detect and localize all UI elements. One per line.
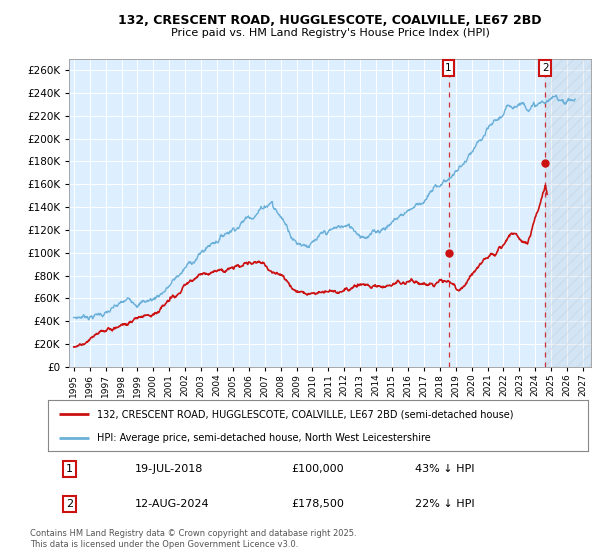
Bar [545, 59, 591, 367]
Text: £100,000: £100,000 [291, 464, 344, 474]
Text: £178,500: £178,500 [291, 499, 344, 509]
Text: 132, CRESCENT ROAD, HUGGLESCOTE, COALVILLE, LE67 2BD: 132, CRESCENT ROAD, HUGGLESCOTE, COALVIL… [118, 14, 542, 27]
Text: 2: 2 [66, 499, 73, 509]
Text: Price paid vs. HM Land Registry's House Price Index (HPI): Price paid vs. HM Land Registry's House … [170, 28, 490, 38]
Text: HPI: Average price, semi-detached house, North West Leicestershire: HPI: Average price, semi-detached house,… [97, 433, 430, 443]
Text: 132, CRESCENT ROAD, HUGGLESCOTE, COALVILLE, LE67 2BD (semi-detached house): 132, CRESCENT ROAD, HUGGLESCOTE, COALVIL… [97, 409, 513, 419]
Text: 43% ↓ HPI: 43% ↓ HPI [415, 464, 475, 474]
Text: 19-JUL-2018: 19-JUL-2018 [134, 464, 203, 474]
Text: 2: 2 [542, 63, 548, 73]
Text: Contains HM Land Registry data © Crown copyright and database right 2025.
This d: Contains HM Land Registry data © Crown c… [30, 529, 356, 549]
Text: 12-AUG-2024: 12-AUG-2024 [134, 499, 209, 509]
Text: 1: 1 [445, 63, 452, 73]
Text: 22% ↓ HPI: 22% ↓ HPI [415, 499, 475, 509]
Text: 1: 1 [66, 464, 73, 474]
